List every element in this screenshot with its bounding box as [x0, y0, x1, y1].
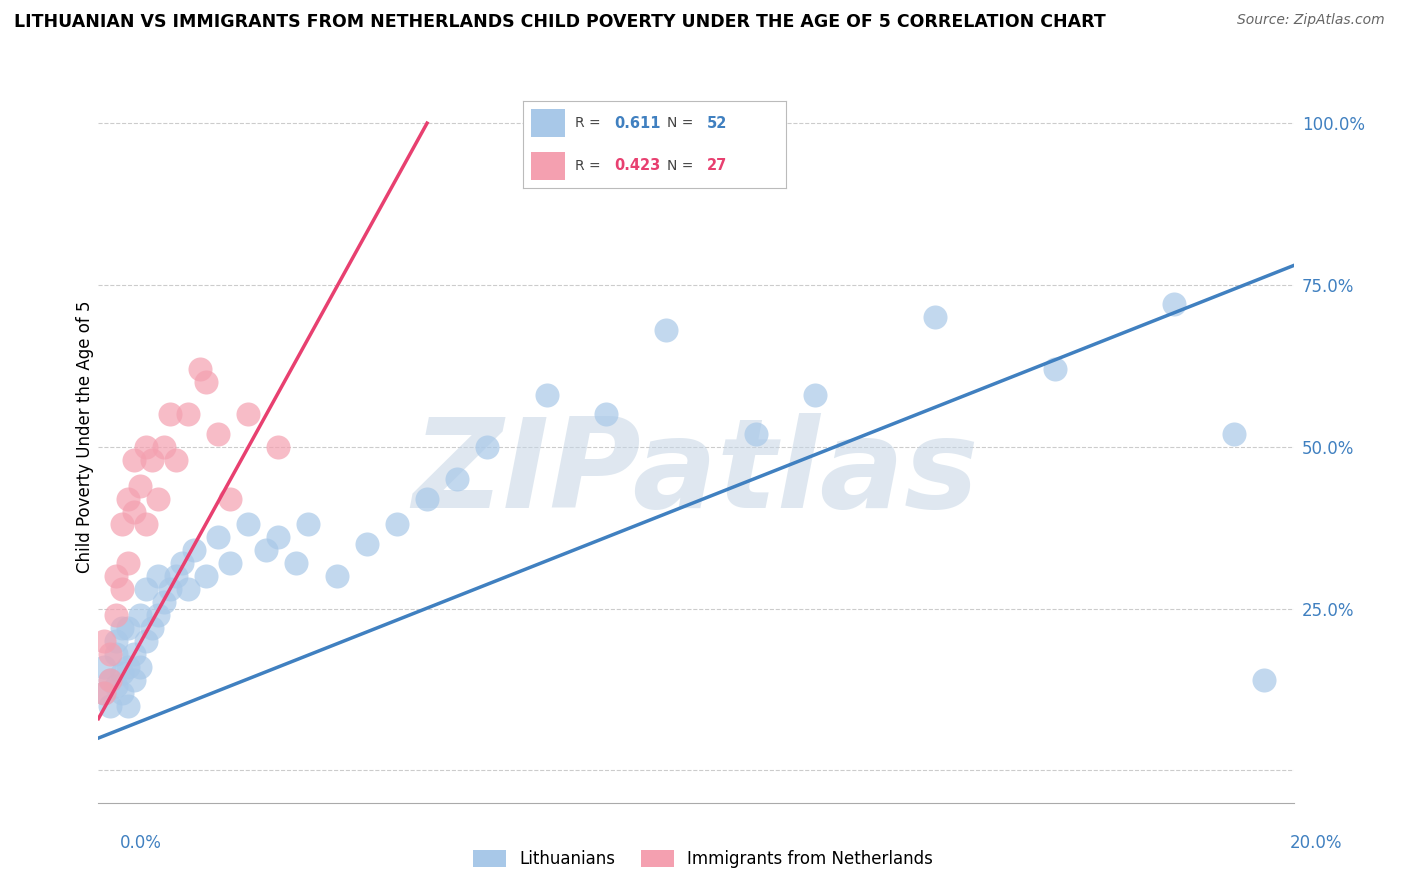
Point — [326, 569, 349, 583]
Point — [153, 440, 176, 454]
Point — [111, 517, 134, 532]
Point — [297, 517, 319, 532]
Point — [195, 375, 218, 389]
Point — [219, 557, 242, 571]
Point — [141, 621, 163, 635]
Point — [172, 557, 194, 571]
Point — [655, 323, 678, 337]
Point — [177, 408, 200, 422]
Point — [159, 408, 181, 422]
Point — [105, 634, 128, 648]
Text: 20.0%: 20.0% — [1291, 834, 1343, 852]
Point — [117, 698, 139, 713]
Point — [416, 491, 439, 506]
Text: ZIPatlas: ZIPatlas — [413, 413, 979, 534]
Point — [105, 569, 128, 583]
Point — [148, 608, 170, 623]
Point — [111, 686, 134, 700]
Point — [105, 608, 128, 623]
Point — [177, 582, 200, 597]
Point — [124, 452, 146, 467]
Point — [804, 388, 827, 402]
Point — [183, 543, 205, 558]
Point — [236, 517, 259, 532]
Point — [124, 647, 146, 661]
Point — [165, 569, 187, 583]
Point — [267, 530, 290, 544]
Point — [135, 582, 157, 597]
Point — [207, 530, 229, 544]
Point — [385, 517, 409, 532]
Point — [219, 491, 242, 506]
Point — [207, 426, 229, 441]
Point — [93, 686, 115, 700]
Point — [105, 679, 128, 693]
Point — [745, 426, 768, 441]
Point — [111, 621, 134, 635]
Point — [148, 491, 170, 506]
Point — [129, 478, 152, 492]
Point — [141, 452, 163, 467]
Point — [153, 595, 176, 609]
Point — [93, 660, 115, 674]
Point — [111, 666, 134, 681]
Text: 0.0%: 0.0% — [120, 834, 162, 852]
Point — [188, 362, 211, 376]
Point — [195, 569, 218, 583]
Point — [117, 660, 139, 674]
Point — [117, 621, 139, 635]
Text: LITHUANIAN VS IMMIGRANTS FROM NETHERLANDS CHILD POVERTY UNDER THE AGE OF 5 CORRE: LITHUANIAN VS IMMIGRANTS FROM NETHERLAND… — [14, 13, 1105, 31]
Point — [1043, 362, 1066, 376]
Point — [129, 660, 152, 674]
Point — [93, 634, 115, 648]
Point — [124, 673, 146, 687]
Point — [1163, 297, 1185, 311]
Point — [284, 557, 307, 571]
Point — [1223, 426, 1246, 441]
Point — [159, 582, 181, 597]
Point — [129, 608, 152, 623]
Point — [924, 310, 946, 325]
Point — [475, 440, 498, 454]
Point — [595, 408, 617, 422]
Point — [111, 582, 134, 597]
Point — [135, 440, 157, 454]
Point — [356, 537, 378, 551]
Point — [105, 647, 128, 661]
Point — [165, 452, 187, 467]
Point — [117, 491, 139, 506]
Point — [236, 408, 259, 422]
Point — [135, 634, 157, 648]
Point — [536, 388, 558, 402]
Point — [135, 517, 157, 532]
Y-axis label: Child Poverty Under the Age of 5: Child Poverty Under the Age of 5 — [76, 301, 94, 574]
Point — [98, 647, 122, 661]
Point — [98, 698, 122, 713]
Point — [446, 472, 468, 486]
Point — [117, 557, 139, 571]
Point — [1253, 673, 1275, 687]
Point — [98, 673, 122, 687]
Point — [254, 543, 277, 558]
Point — [124, 504, 146, 518]
Text: Source: ZipAtlas.com: Source: ZipAtlas.com — [1237, 13, 1385, 28]
Point — [93, 686, 115, 700]
Point — [267, 440, 290, 454]
Point — [98, 673, 122, 687]
Point — [148, 569, 170, 583]
Legend: Lithuanians, Immigrants from Netherlands: Lithuanians, Immigrants from Netherlands — [467, 843, 939, 875]
